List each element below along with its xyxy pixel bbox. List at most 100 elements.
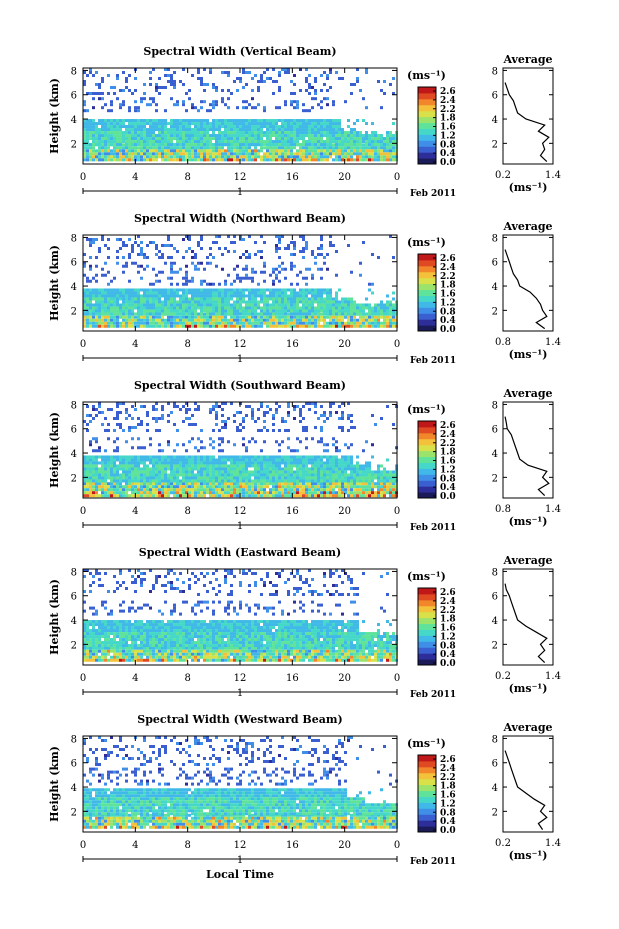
heatmap-cell bbox=[218, 291, 221, 295]
heatmap-cell bbox=[212, 455, 215, 459]
heatmap-cell bbox=[278, 256, 281, 259]
heatmap-cell bbox=[110, 482, 113, 486]
heatmap-cell bbox=[356, 309, 359, 313]
panel-1: Spectral Width (Vertical Beam)2468Height… bbox=[48, 45, 561, 199]
heatmap-cell bbox=[107, 247, 110, 250]
heatmap-cell bbox=[200, 279, 203, 283]
heatmap-cell bbox=[140, 491, 143, 495]
heatmap-cell bbox=[335, 479, 338, 483]
heatmap-cell bbox=[203, 297, 206, 301]
x-tick-label: 4 bbox=[132, 339, 138, 350]
heatmap-cell bbox=[107, 294, 110, 298]
heatmap-cell bbox=[275, 267, 278, 271]
heatmap-cell bbox=[245, 83, 248, 86]
heatmap-cell bbox=[131, 318, 134, 322]
heatmap-cell bbox=[245, 137, 248, 141]
heatmap-cell bbox=[389, 312, 392, 316]
heatmap-cell bbox=[92, 324, 95, 328]
heatmap-cell bbox=[104, 273, 107, 277]
heatmap-cell bbox=[287, 470, 290, 474]
heatmap-cell bbox=[377, 315, 380, 319]
heatmap-cell bbox=[353, 306, 356, 310]
average-frame bbox=[502, 67, 554, 165]
heatmap-cell bbox=[233, 152, 236, 156]
heatmap-cell bbox=[188, 318, 191, 322]
heatmap-cell bbox=[107, 149, 110, 153]
heatmap-cell bbox=[212, 297, 215, 301]
colorbar-frame bbox=[417, 86, 437, 165]
heatmap-cell bbox=[242, 125, 245, 129]
heatmap-cell bbox=[164, 128, 167, 132]
heatmap-cell bbox=[143, 458, 146, 462]
heatmap-cell bbox=[239, 321, 242, 325]
heatmap-cell bbox=[239, 146, 242, 150]
heatmap-cell bbox=[239, 143, 242, 147]
heatmap-cell bbox=[110, 149, 113, 153]
heatmap-cell bbox=[293, 494, 296, 498]
heatmap-cell bbox=[275, 464, 278, 468]
heatmap-cell bbox=[344, 137, 347, 141]
heatmap-cell bbox=[260, 491, 263, 495]
heatmap-cell bbox=[95, 291, 98, 295]
heatmap-cell bbox=[296, 461, 299, 465]
heatmap-cell bbox=[263, 312, 266, 316]
heatmap-cell bbox=[137, 315, 140, 319]
heatmap-cell bbox=[155, 149, 158, 153]
heatmap-cell bbox=[248, 146, 251, 150]
x-tick-label: 20 bbox=[338, 172, 351, 183]
heatmap-cell bbox=[353, 312, 356, 316]
heatmap-cell bbox=[278, 464, 281, 468]
heatmap-cell bbox=[245, 71, 248, 74]
heatmap-cell bbox=[161, 152, 164, 156]
heatmap-cell bbox=[320, 461, 323, 465]
heatmap-cell bbox=[212, 100, 215, 104]
heatmap-cell bbox=[317, 288, 320, 292]
heatmap-cell bbox=[305, 467, 308, 471]
heatmap-cell bbox=[170, 485, 173, 489]
heatmap-cell bbox=[212, 473, 215, 477]
heatmap-cell bbox=[203, 279, 206, 283]
heatmap-cell bbox=[164, 321, 167, 325]
heatmap-cell bbox=[200, 146, 203, 150]
heatmap-cell bbox=[353, 146, 356, 150]
average-x-tick-label: 0.8 bbox=[495, 337, 511, 348]
heatmap-cell bbox=[329, 125, 332, 129]
heatmap-cell bbox=[83, 482, 86, 486]
heatmap-cell bbox=[101, 476, 104, 480]
heatmap-cell bbox=[161, 137, 164, 141]
heatmap-cell bbox=[266, 461, 269, 465]
heatmap-cell bbox=[98, 137, 101, 141]
heatmap-cell bbox=[182, 488, 185, 492]
heatmap-cell bbox=[170, 270, 173, 274]
heatmap-cell bbox=[119, 106, 122, 110]
heatmap-cell bbox=[296, 476, 299, 480]
heatmap-cell bbox=[374, 494, 377, 498]
heatmap-cell bbox=[254, 324, 257, 328]
heatmap-cell bbox=[290, 143, 293, 147]
heatmap-cell bbox=[230, 143, 233, 147]
heatmap-cell bbox=[125, 324, 128, 328]
heatmap-cell bbox=[149, 324, 152, 328]
heatmap-cell bbox=[305, 247, 308, 250]
heatmap-cell bbox=[296, 122, 299, 126]
heatmap-cell bbox=[107, 312, 110, 316]
heatmap-cell bbox=[326, 143, 329, 147]
heatmap-cell bbox=[266, 155, 269, 159]
heatmap-cell bbox=[83, 321, 86, 325]
heatmap-cell bbox=[185, 312, 188, 316]
heatmap-cell bbox=[353, 491, 356, 495]
heatmap-cell bbox=[302, 276, 305, 280]
heatmap-cell bbox=[155, 253, 158, 256]
heatmap-cell bbox=[266, 149, 269, 153]
heatmap-cell bbox=[392, 321, 395, 325]
heatmap-cell bbox=[185, 158, 188, 162]
heatmap-cell bbox=[242, 276, 245, 280]
heatmap-cell bbox=[275, 491, 278, 495]
heatmap-cell bbox=[200, 128, 203, 132]
heatmap-cell bbox=[212, 125, 215, 129]
heatmap-cell bbox=[128, 488, 131, 492]
heatmap-cell bbox=[167, 467, 170, 471]
heatmap-cell bbox=[218, 128, 221, 132]
heatmap-cell bbox=[152, 137, 155, 141]
heatmap-cell bbox=[275, 235, 278, 238]
